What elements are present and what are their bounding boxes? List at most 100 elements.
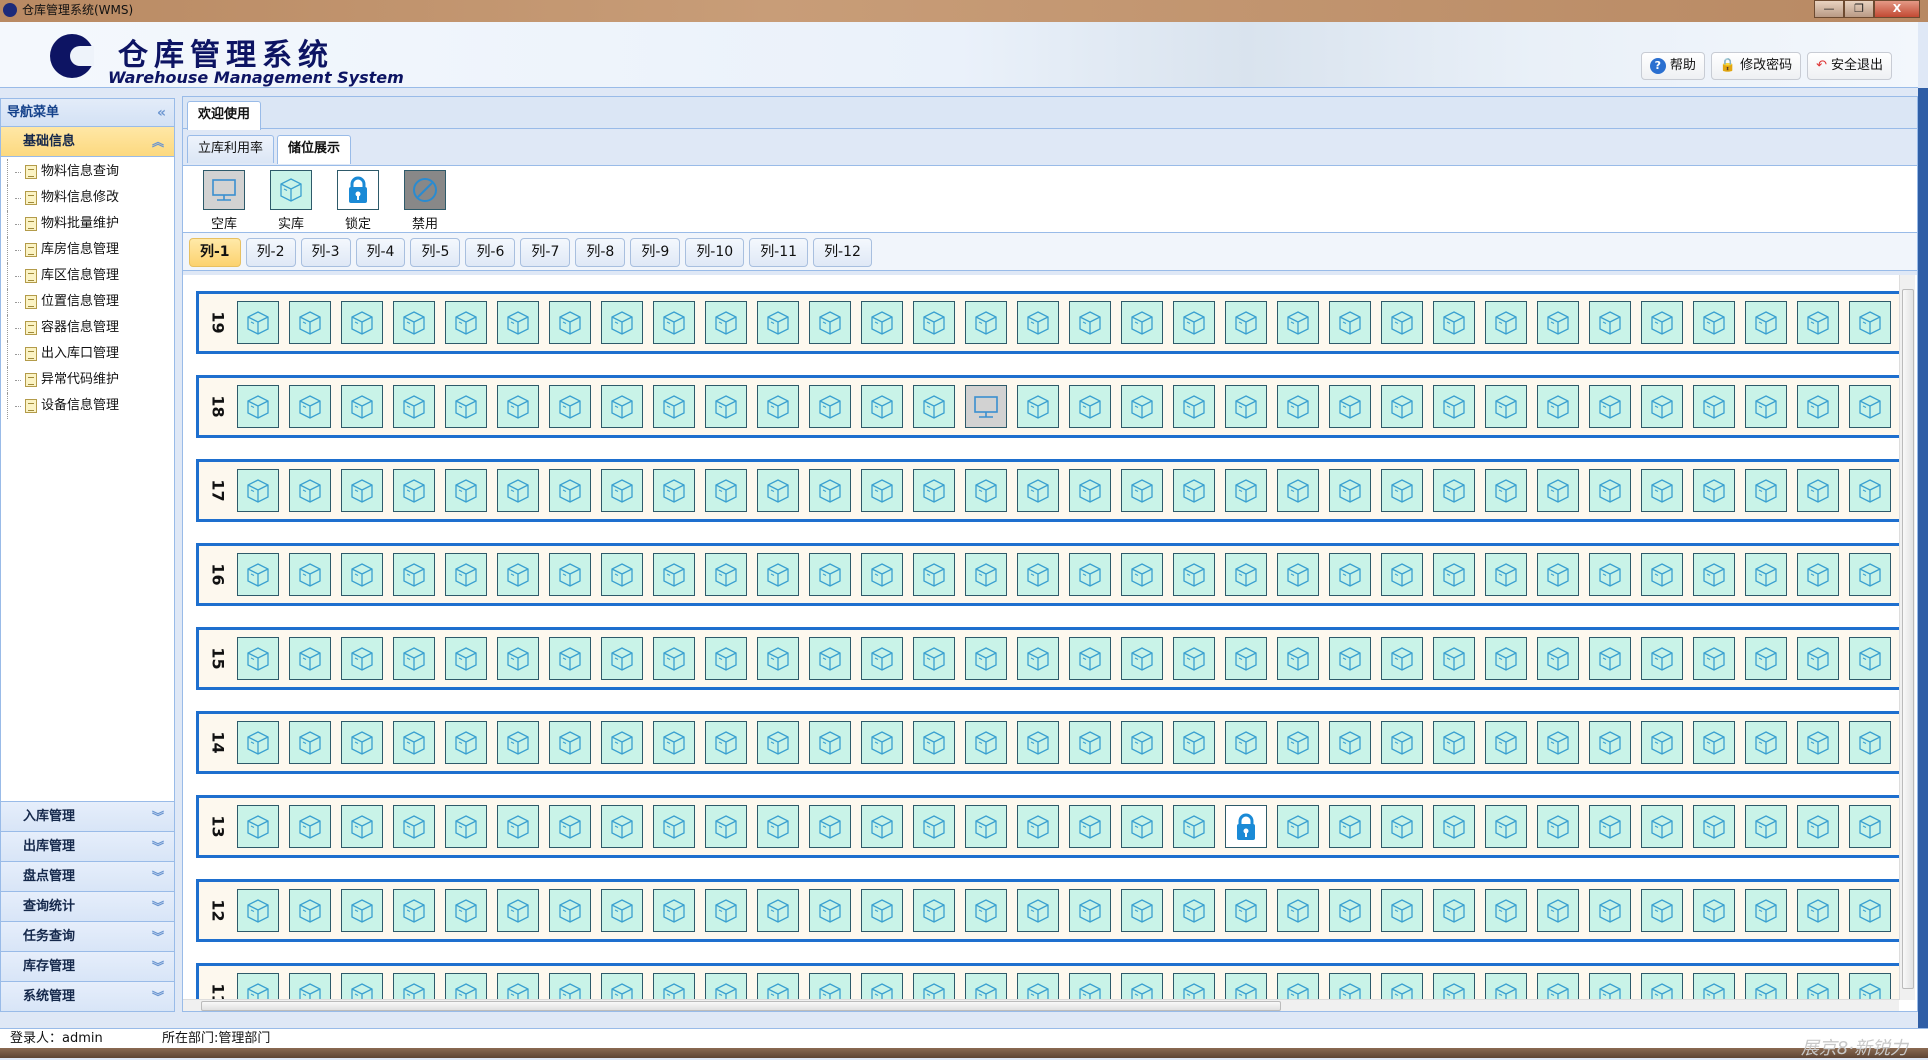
collapse-sidebar-icon[interactable]: « (156, 105, 166, 121)
slot-cell[interactable] (601, 805, 643, 848)
slot-cell[interactable] (1589, 469, 1631, 512)
slot-cell[interactable] (393, 973, 435, 1000)
slot-cell[interactable] (1017, 637, 1059, 680)
slot-cell[interactable] (1381, 385, 1423, 428)
slot-cell[interactable] (809, 637, 851, 680)
slot-cell[interactable] (705, 973, 747, 1000)
slot-cell[interactable] (861, 889, 903, 932)
slot-cell[interactable] (705, 469, 747, 512)
slot-cell[interactable] (549, 301, 591, 344)
slot-cell[interactable] (1017, 469, 1059, 512)
slot-cell[interactable] (1797, 637, 1839, 680)
slot-cell[interactable] (445, 973, 487, 1000)
slot-cell[interactable] (809, 805, 851, 848)
slot-cell[interactable] (861, 973, 903, 1000)
slot-cell[interactable] (913, 973, 955, 1000)
slot-cell[interactable] (1537, 469, 1579, 512)
menu-group[interactable]: 查询统计 ︾ (1, 891, 174, 921)
slot-cell[interactable] (237, 469, 279, 512)
slot-cell[interactable] (1121, 805, 1163, 848)
slot-cell[interactable] (341, 301, 383, 344)
slot-cell[interactable] (1069, 637, 1111, 680)
slot-cell[interactable] (653, 721, 695, 764)
slot-cell[interactable] (1381, 721, 1423, 764)
slot-cell[interactable] (1589, 973, 1631, 1000)
slot-cell[interactable] (497, 301, 539, 344)
slot-cell[interactable] (1745, 973, 1787, 1000)
tab-utilization[interactable]: 立库利用率 (187, 135, 275, 163)
slot-cell[interactable] (1693, 553, 1735, 596)
slot-cell[interactable] (913, 721, 955, 764)
slot-cell[interactable] (393, 805, 435, 848)
slot-cell[interactable] (1173, 973, 1215, 1000)
slot-cell[interactable] (341, 721, 383, 764)
slot-cell[interactable] (549, 469, 591, 512)
slot-cell[interactable] (705, 553, 747, 596)
slot-cell[interactable] (965, 301, 1007, 344)
slot-cell[interactable] (1693, 805, 1735, 848)
slot-cell[interactable] (1173, 301, 1215, 344)
slot-cell[interactable] (1069, 721, 1111, 764)
slot-cell[interactable] (1329, 469, 1371, 512)
slot-cell[interactable] (497, 973, 539, 1000)
slot-cell[interactable] (1745, 889, 1787, 932)
slot-cell[interactable] (1485, 889, 1527, 932)
slot-cell[interactable] (1537, 637, 1579, 680)
slot-cell[interactable] (1277, 721, 1319, 764)
slot-cell[interactable] (445, 889, 487, 932)
slot-cell[interactable] (1849, 721, 1891, 764)
slot-cell[interactable] (1173, 805, 1215, 848)
slot-cell[interactable] (1069, 973, 1111, 1000)
slot-cell[interactable] (1225, 385, 1267, 428)
slot-cell[interactable] (549, 385, 591, 428)
slot-cell[interactable] (1017, 553, 1059, 596)
slot-cell[interactable] (1329, 805, 1371, 848)
slot-cell[interactable] (1121, 301, 1163, 344)
slot-cell[interactable] (1381, 889, 1423, 932)
slot-cell[interactable] (289, 301, 331, 344)
slot-cell[interactable] (1485, 553, 1527, 596)
slot-cell[interactable] (1745, 553, 1787, 596)
slot-cell[interactable] (965, 889, 1007, 932)
slot-cell[interactable] (1017, 805, 1059, 848)
slot-cell[interactable] (1589, 637, 1631, 680)
sidebar-item[interactable]: 物料批量维护 (1, 211, 174, 237)
sidebar-item[interactable]: 位置信息管理 (1, 289, 174, 315)
slot-cell[interactable] (549, 889, 591, 932)
sidebar-item[interactable]: 物料信息修改 (1, 185, 174, 211)
slot-cell[interactable] (289, 805, 331, 848)
slot-cell[interactable] (861, 637, 903, 680)
slot-cell[interactable] (445, 385, 487, 428)
slot-cell[interactable] (1433, 889, 1475, 932)
slot-cell[interactable] (1121, 469, 1163, 512)
slot-cell[interactable] (1745, 385, 1787, 428)
slot-cell[interactable] (1641, 973, 1683, 1000)
slot-cell[interactable] (549, 553, 591, 596)
slot-cell[interactable] (289, 973, 331, 1000)
slot-cell[interactable] (1745, 637, 1787, 680)
slot-cell[interactable] (601, 469, 643, 512)
slot-cell[interactable] (757, 973, 799, 1000)
slot-cell[interactable] (549, 973, 591, 1000)
slot-cell[interactable] (1797, 385, 1839, 428)
slot-cell[interactable] (757, 805, 799, 848)
sidebar-item[interactable]: 设备信息管理 (1, 393, 174, 419)
slot-cell[interactable] (549, 721, 591, 764)
slot-cell[interactable] (237, 889, 279, 932)
slot-cell[interactable] (601, 721, 643, 764)
slot-cell[interactable] (913, 889, 955, 932)
slot-cell[interactable] (1433, 553, 1475, 596)
slot-cell[interactable] (1381, 301, 1423, 344)
slot-cell[interactable] (1537, 889, 1579, 932)
slot-cell[interactable] (1173, 553, 1215, 596)
slot-cell[interactable] (809, 721, 851, 764)
slot-cell[interactable] (445, 637, 487, 680)
slot-cell[interactable] (1225, 301, 1267, 344)
slot-cell[interactable] (653, 301, 695, 344)
menu-group[interactable]: 系统管理 ︾ (1, 981, 174, 1011)
slot-cell[interactable] (809, 973, 851, 1000)
slot-cell[interactable] (1277, 553, 1319, 596)
change-password-button[interactable]: 🔒 修改密码 (1710, 52, 1802, 80)
sidebar-item[interactable]: 出入库口管理 (1, 341, 174, 367)
slot-cell[interactable] (393, 469, 435, 512)
